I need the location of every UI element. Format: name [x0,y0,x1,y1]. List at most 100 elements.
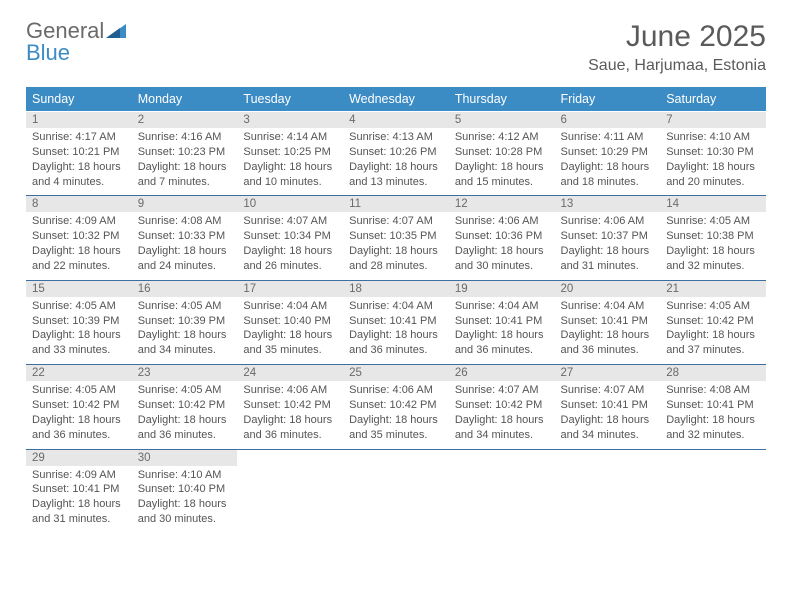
sunrise-text: Sunrise: 4:07 AM [455,383,549,398]
day-number-row: 22232425262728 [26,365,766,382]
calendar-body: 1234567Sunrise: 4:17 AMSunset: 10:21 PMD… [26,112,766,533]
day-number-cell: 7 [660,112,766,129]
daylight-text: Daylight: 18 hours and 32 minutes. [666,244,760,274]
sunrise-text: Sunrise: 4:06 AM [455,214,549,229]
day-body-cell: Sunrise: 4:04 AMSunset: 10:41 PMDaylight… [555,297,661,365]
daylight-text: Daylight: 18 hours and 22 minutes. [32,244,126,274]
sunrise-text: Sunrise: 4:13 AM [349,130,443,145]
sunrise-text: Sunrise: 4:05 AM [138,299,232,314]
day-number-cell: 3 [237,112,343,129]
day-body-cell [449,466,555,533]
sunrise-text: Sunrise: 4:04 AM [455,299,549,314]
sunset-text: Sunset: 10:41 PM [349,314,443,329]
day-body-cell: Sunrise: 4:10 AMSunset: 10:30 PMDaylight… [660,128,766,196]
weekday-header: Saturday [660,87,766,112]
sunrise-text: Sunrise: 4:05 AM [666,299,760,314]
sunrise-text: Sunrise: 4:09 AM [32,468,126,483]
daylight-text: Daylight: 18 hours and 36 minutes. [561,328,655,358]
day-body-cell: Sunrise: 4:14 AMSunset: 10:25 PMDaylight… [237,128,343,196]
sunset-text: Sunset: 10:30 PM [666,145,760,160]
day-number-cell [343,449,449,466]
day-number-row: 2930 [26,449,766,466]
sunrise-text: Sunrise: 4:05 AM [666,214,760,229]
sunrise-text: Sunrise: 4:08 AM [138,214,232,229]
sunset-text: Sunset: 10:39 PM [138,314,232,329]
sunrise-text: Sunrise: 4:11 AM [561,130,655,145]
sunset-text: Sunset: 10:42 PM [349,398,443,413]
day-body-cell: Sunrise: 4:07 AMSunset: 10:41 PMDaylight… [555,381,661,449]
day-number-cell: 21 [660,280,766,297]
day-body-cell: Sunrise: 4:07 AMSunset: 10:34 PMDaylight… [237,212,343,280]
daylight-text: Daylight: 18 hours and 33 minutes. [32,328,126,358]
weekday-header: Friday [555,87,661,112]
sunrise-text: Sunrise: 4:04 AM [561,299,655,314]
sunset-text: Sunset: 10:38 PM [666,229,760,244]
day-number-row: 15161718192021 [26,280,766,297]
day-body-cell: Sunrise: 4:07 AMSunset: 10:35 PMDaylight… [343,212,449,280]
day-body-cell: Sunrise: 4:08 AMSunset: 10:41 PMDaylight… [660,381,766,449]
day-body-cell: Sunrise: 4:05 AMSunset: 10:42 PMDaylight… [132,381,238,449]
day-body-cell: Sunrise: 4:05 AMSunset: 10:39 PMDaylight… [132,297,238,365]
sunset-text: Sunset: 10:41 PM [561,314,655,329]
sunrise-text: Sunrise: 4:16 AM [138,130,232,145]
sunset-text: Sunset: 10:35 PM [349,229,443,244]
sunset-text: Sunset: 10:42 PM [243,398,337,413]
sunset-text: Sunset: 10:39 PM [32,314,126,329]
daylight-text: Daylight: 18 hours and 36 minutes. [243,413,337,443]
day-number-cell: 8 [26,196,132,213]
weekday-header: Tuesday [237,87,343,112]
daylight-text: Daylight: 18 hours and 35 minutes. [349,413,443,443]
day-number-row: 1234567 [26,112,766,129]
sunset-text: Sunset: 10:33 PM [138,229,232,244]
sunrise-text: Sunrise: 4:08 AM [666,383,760,398]
sunset-text: Sunset: 10:36 PM [455,229,549,244]
brand-logo: General Blue [26,20,126,64]
sunrise-text: Sunrise: 4:06 AM [243,383,337,398]
daylight-text: Daylight: 18 hours and 31 minutes. [32,497,126,527]
sunset-text: Sunset: 10:42 PM [138,398,232,413]
brand-triangle-icon [106,18,126,43]
day-body-cell: Sunrise: 4:10 AMSunset: 10:40 PMDaylight… [132,466,238,533]
day-number-row: 891011121314 [26,196,766,213]
day-body-cell: Sunrise: 4:07 AMSunset: 10:42 PMDaylight… [449,381,555,449]
day-body-cell [237,466,343,533]
daylight-text: Daylight: 18 hours and 18 minutes. [561,160,655,190]
day-number-cell: 16 [132,280,238,297]
daylight-text: Daylight: 18 hours and 34 minutes. [561,413,655,443]
day-body-row: Sunrise: 4:05 AMSunset: 10:39 PMDaylight… [26,297,766,365]
daylight-text: Daylight: 18 hours and 28 minutes. [349,244,443,274]
day-number-cell [449,449,555,466]
day-body-cell [555,466,661,533]
daylight-text: Daylight: 18 hours and 34 minutes. [455,413,549,443]
day-number-cell: 10 [237,196,343,213]
sunset-text: Sunset: 10:26 PM [349,145,443,160]
weekday-header: Sunday [26,87,132,112]
day-number-cell: 23 [132,365,238,382]
sunrise-text: Sunrise: 4:12 AM [455,130,549,145]
sunrise-text: Sunrise: 4:17 AM [32,130,126,145]
sunset-text: Sunset: 10:25 PM [243,145,337,160]
sunset-text: Sunset: 10:41 PM [455,314,549,329]
sunrise-text: Sunrise: 4:10 AM [666,130,760,145]
sunrise-text: Sunrise: 4:05 AM [32,299,126,314]
day-body-row: Sunrise: 4:09 AMSunset: 10:32 PMDaylight… [26,212,766,280]
page-header: General Blue June 2025 Saue, Harjumaa, E… [26,20,766,75]
day-number-cell: 22 [26,365,132,382]
weekday-header: Monday [132,87,238,112]
day-number-cell: 6 [555,112,661,129]
sunset-text: Sunset: 10:34 PM [243,229,337,244]
daylight-text: Daylight: 18 hours and 31 minutes. [561,244,655,274]
day-number-cell: 17 [237,280,343,297]
day-body-cell: Sunrise: 4:13 AMSunset: 10:26 PMDaylight… [343,128,449,196]
daylight-text: Daylight: 18 hours and 10 minutes. [243,160,337,190]
sunset-text: Sunset: 10:41 PM [561,398,655,413]
page-subtitle: Saue, Harjumaa, Estonia [588,57,766,75]
day-number-cell: 15 [26,280,132,297]
day-number-cell: 12 [449,196,555,213]
day-body-cell: Sunrise: 4:08 AMSunset: 10:33 PMDaylight… [132,212,238,280]
day-number-cell: 1 [26,112,132,129]
day-number-cell: 9 [132,196,238,213]
sunset-text: Sunset: 10:23 PM [138,145,232,160]
daylight-text: Daylight: 18 hours and 7 minutes. [138,160,232,190]
sunset-text: Sunset: 10:41 PM [32,482,126,497]
